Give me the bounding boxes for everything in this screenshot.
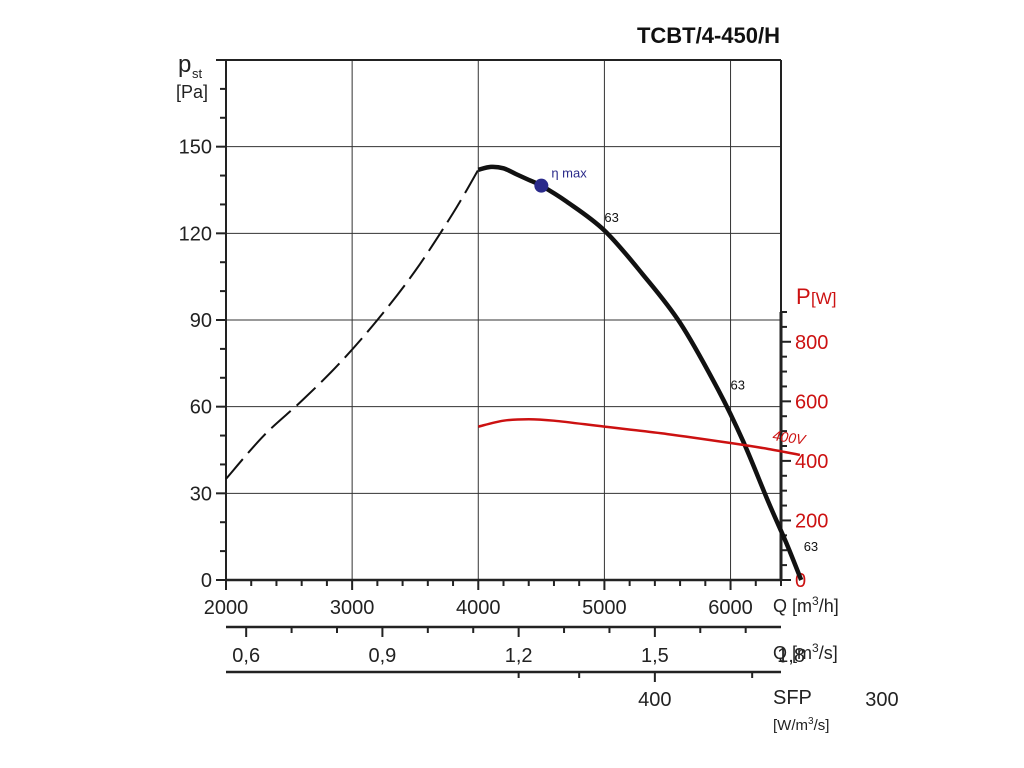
x2-tick-label-2: 1,2: [505, 645, 533, 667]
series-pressure: [477, 164, 804, 581]
power-series-label: 400V: [772, 427, 808, 448]
right-tick-label-400: 400: [795, 451, 828, 473]
curve-label-63-2: 63: [804, 539, 818, 554]
right-tick-label-800: 800: [795, 332, 828, 354]
right-axis-label-main: P: [796, 284, 811, 309]
left-tick-label-60: 60: [190, 397, 212, 419]
sfp-axis-unit: [W/m3/s]: [773, 716, 829, 734]
series-group: [225, 164, 804, 581]
left-axis-ticks: 0 30 60 90 120 150: [179, 59, 226, 592]
x2-tick-label-0: 0,6: [232, 645, 260, 667]
x2-tick-label-1: 0,9: [369, 645, 397, 667]
x-tick-label-4000: 4000: [456, 597, 501, 619]
x-tick-label-6000: 6000: [708, 597, 753, 619]
sfp-axis-label: SFP: [773, 687, 812, 709]
sfp-tick-label-300: 300: [865, 689, 898, 711]
curve-label-63-0: 63: [604, 210, 618, 225]
x-axis-primary-label: Q [m3/h]: [773, 594, 839, 616]
left-axis-label-sub: st: [192, 66, 203, 81]
right-tick-label-0: 0: [795, 570, 806, 592]
chart-title: TCBT/4-450/H: [637, 23, 780, 48]
curve-label-63-1: 63: [731, 377, 745, 392]
x-tick-label-2000: 2000: [204, 597, 249, 619]
sfp-tick-label-400: 400: [638, 689, 671, 711]
x-axis-secondary-label: Q [m3/s]: [773, 641, 838, 663]
left-tick-label-90: 90: [190, 310, 212, 332]
x-axis-ticks: 2000 3000 4000 5000 6000 0,6 0,9 1,2 1,5 1,8 400 30…: [204, 580, 899, 711]
series-pressure-unstable: [225, 169, 480, 480]
right-axis-ticks: 0 200 400 600 800: [779, 311, 828, 592]
labels-group: η max 63 63 63 400V: [551, 166, 818, 554]
x-tick-label-5000: 5000: [582, 597, 627, 619]
series-power: [477, 417, 801, 457]
eta-max-label: η max: [551, 166, 587, 181]
right-tick-label-200: 200: [795, 510, 828, 532]
left-tick-label-120: 120: [179, 223, 212, 245]
left-tick-label-30: 30: [190, 483, 212, 505]
right-axis-unit: [W]: [811, 289, 837, 308]
x2-tick-label-4: 1,8: [777, 645, 805, 667]
x2-tick-label-3: 1,5: [641, 645, 669, 667]
left-tick-label-0: 0: [201, 570, 212, 592]
left-axis-unit: [Pa]: [176, 82, 208, 102]
left-tick-label-150: 150: [179, 137, 212, 159]
left-axis-label-main: p: [178, 51, 191, 78]
right-tick-label-600: 600: [795, 391, 828, 413]
x-tick-label-3000: 3000: [330, 597, 375, 619]
eta-max-point: [534, 178, 549, 193]
grid: [226, 60, 781, 580]
